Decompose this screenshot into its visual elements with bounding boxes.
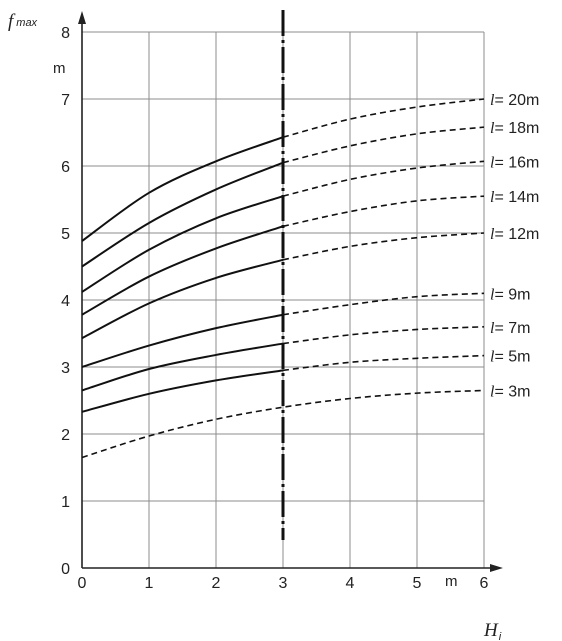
x-axis-arrow (490, 564, 503, 572)
series-label-symbol: l (490, 349, 495, 366)
axes (78, 11, 503, 572)
y-tick-label: 5 (61, 226, 70, 243)
x-axis-label-sub: i (499, 631, 502, 641)
series-curve-dashed (282, 292, 485, 316)
series-label-value: = 20m (494, 92, 539, 109)
series-label: l= 18m (490, 120, 539, 137)
series-curve-solid (81, 225, 284, 316)
series-label-value: = 16m (494, 154, 539, 171)
series-curve-dashed (282, 126, 485, 164)
x-tick-label: 5 (413, 575, 422, 592)
series-label: l= 12m (490, 226, 539, 243)
x-axis-unit: m (445, 573, 458, 590)
series-curve-solid (81, 258, 284, 340)
x-tick-label: 3 (279, 575, 288, 592)
series-curve-dashed (282, 326, 485, 345)
series-curve-solid (81, 161, 284, 268)
y-tick-label: 1 (61, 494, 70, 511)
series-curve-dashed (282, 232, 485, 261)
y-axis-title: f max (8, 11, 38, 32)
series-label: l= 3m (490, 383, 530, 400)
series-curve-dashed (282, 354, 485, 372)
series-label-value: = 12m (494, 226, 539, 243)
series-curve-solid (81, 136, 284, 242)
series-label: l= 9m (490, 286, 530, 303)
series-label-symbol: l (490, 92, 495, 109)
x-tick-label: 6 (480, 575, 489, 592)
y-axis-arrow (78, 11, 86, 24)
series-label: l= 20m (490, 92, 539, 109)
y-tick-label: 4 (61, 293, 70, 310)
y-tick-label: 3 (61, 360, 70, 377)
x-axis-label: H (483, 620, 499, 641)
series-label: l= 16m (490, 154, 539, 171)
y-tick-label: 7 (61, 92, 70, 109)
series-curve-solid (81, 195, 284, 293)
y-axis-unit: m (53, 60, 66, 77)
y-axis-label: f (8, 11, 16, 32)
series-label: l= 7m (490, 320, 530, 337)
series-label-symbol: l (490, 154, 495, 171)
y-tick-label: 6 (61, 159, 70, 176)
series-label: l= 5m (490, 349, 530, 366)
series-curve-solid (81, 369, 284, 413)
x-tick-label: 0 (78, 575, 87, 592)
series-label-value: = 3m (494, 383, 530, 400)
series-label-value: = 5m (494, 349, 530, 366)
y-tick-label: 8 (61, 25, 70, 42)
x-tick-label: 4 (346, 575, 355, 592)
y-tick-label: 0 (61, 561, 70, 578)
series-label-symbol: l (490, 320, 495, 337)
series-label-symbol: l (490, 286, 495, 303)
series-curve-solid (81, 342, 284, 392)
y-tick-label: 2 (61, 427, 70, 444)
series-label-symbol: l (490, 189, 495, 206)
x-axis-title: Hi (483, 620, 502, 641)
y-axis-label-sub: max (16, 17, 37, 29)
series-curve-dashed (282, 195, 485, 228)
series-label-symbol: l (490, 226, 495, 243)
x-tick-label: 2 (212, 575, 221, 592)
series-curve-solid (81, 313, 284, 368)
series-curve-dashed (81, 389, 485, 459)
series-curve-dashed (282, 160, 485, 197)
series-curves (81, 98, 485, 459)
x-tick-label: 1 (145, 575, 154, 592)
series-label-value: = 7m (494, 320, 530, 337)
series-label: l= 14m (490, 189, 539, 206)
series-label-symbol: l (490, 120, 495, 137)
series-label-value: = 18m (494, 120, 539, 137)
series-label-value: = 9m (494, 286, 530, 303)
series-curve-dashed (282, 98, 485, 138)
series-label-symbol: l (490, 383, 495, 400)
tick-labels: 0 1 2 3 4 5 6 0 1 2 3 4 5 6 7 8 (61, 25, 488, 592)
series-label-value: = 14m (494, 189, 539, 206)
